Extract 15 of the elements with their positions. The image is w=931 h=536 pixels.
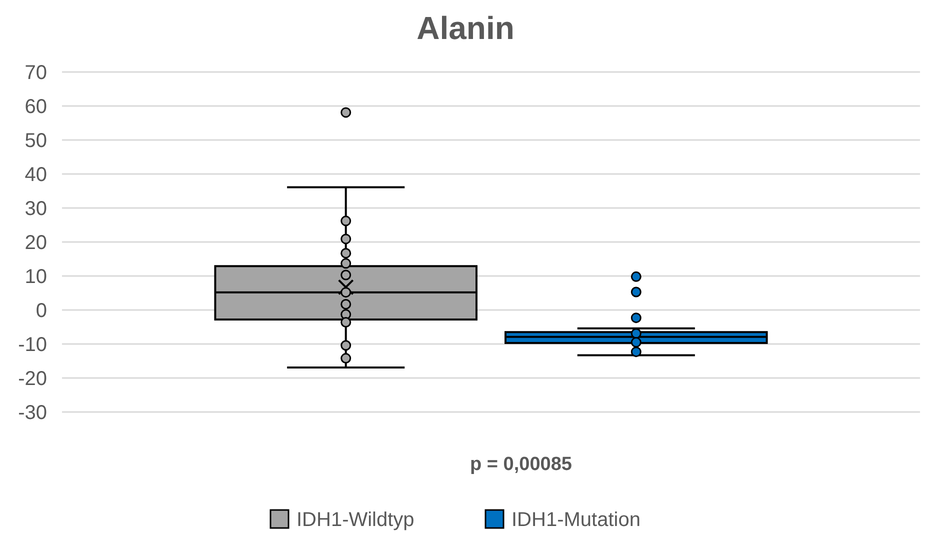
- y-tick-label: 50: [24, 130, 47, 152]
- y-tick-label: 70: [24, 62, 47, 84]
- y-tick-label: -30: [18, 402, 47, 424]
- y-tick-label: 30: [24, 198, 47, 220]
- x-axis-title: p = 0,00085: [470, 454, 572, 475]
- y-tick-label: 20: [24, 232, 47, 254]
- legend-label: IDH1-Mutation: [512, 509, 640, 531]
- y-tick-label: 40: [24, 164, 47, 186]
- y-tick-label: -10: [18, 334, 47, 356]
- y-tick-label: 60: [24, 96, 47, 118]
- chart-title: Alanin: [416, 10, 514, 46]
- y-tick-label: 0: [36, 300, 47, 322]
- legend-label: IDH1-Wildtyp: [296, 509, 414, 531]
- y-tick-label: -20: [18, 368, 47, 390]
- y-tick-label: 10: [24, 266, 47, 288]
